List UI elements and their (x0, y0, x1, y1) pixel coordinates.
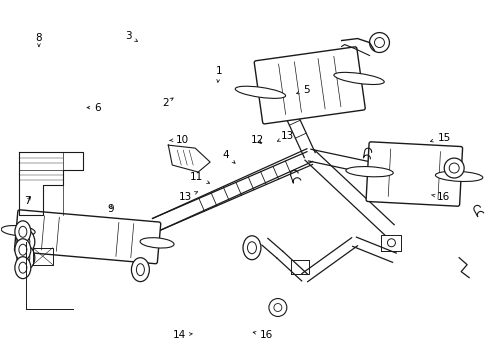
Ellipse shape (333, 72, 384, 85)
Text: 2: 2 (162, 98, 173, 108)
Ellipse shape (19, 262, 27, 273)
Text: 13: 13 (277, 131, 294, 141)
Ellipse shape (273, 303, 281, 311)
Ellipse shape (374, 37, 384, 48)
Text: 9: 9 (107, 204, 114, 214)
Ellipse shape (369, 32, 388, 53)
Ellipse shape (19, 226, 27, 237)
Ellipse shape (15, 221, 31, 243)
Text: 10: 10 (169, 135, 188, 145)
Text: 8: 8 (36, 33, 42, 46)
Text: 6: 6 (87, 103, 101, 113)
Ellipse shape (15, 257, 31, 279)
Text: 11: 11 (189, 172, 209, 183)
Ellipse shape (268, 298, 286, 316)
Ellipse shape (1, 225, 35, 236)
Polygon shape (168, 145, 210, 172)
Text: 16: 16 (253, 330, 273, 340)
FancyBboxPatch shape (366, 142, 462, 206)
Text: 15: 15 (429, 133, 450, 143)
Ellipse shape (17, 246, 35, 270)
Text: 14: 14 (172, 330, 192, 340)
Ellipse shape (17, 230, 35, 254)
Ellipse shape (345, 167, 392, 177)
Ellipse shape (136, 264, 144, 276)
Text: 13: 13 (178, 192, 197, 202)
Text: 16: 16 (430, 192, 449, 202)
Ellipse shape (434, 171, 482, 181)
Ellipse shape (131, 258, 149, 282)
Text: 1: 1 (216, 66, 222, 82)
FancyBboxPatch shape (15, 210, 161, 264)
Ellipse shape (247, 242, 256, 254)
Text: 7: 7 (24, 196, 31, 206)
Ellipse shape (235, 86, 285, 98)
Ellipse shape (243, 236, 261, 260)
Text: 12: 12 (250, 135, 264, 145)
Ellipse shape (140, 238, 174, 248)
Ellipse shape (443, 158, 463, 178)
Text: 4: 4 (222, 150, 235, 163)
Ellipse shape (386, 239, 395, 247)
Ellipse shape (22, 236, 30, 248)
Ellipse shape (15, 239, 31, 261)
Ellipse shape (448, 163, 458, 173)
Text: 5: 5 (296, 85, 309, 95)
FancyBboxPatch shape (254, 47, 365, 124)
Ellipse shape (19, 244, 27, 255)
Text: 3: 3 (124, 31, 137, 41)
Ellipse shape (22, 252, 30, 264)
